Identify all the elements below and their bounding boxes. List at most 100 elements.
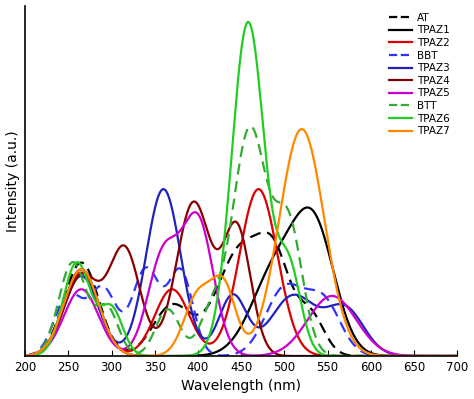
AT — [22, 353, 28, 358]
BBT — [22, 353, 28, 358]
BBT — [400, 354, 405, 358]
BBT — [446, 354, 452, 358]
TPAZ7 — [446, 354, 452, 358]
TPAZ5 — [72, 292, 77, 297]
TPAZ7 — [97, 306, 103, 310]
BBT — [97, 284, 103, 288]
TPAZ1 — [207, 352, 212, 356]
TPAZ5 — [455, 354, 460, 358]
X-axis label: Wavelength (nm): Wavelength (nm) — [181, 379, 301, 393]
TPAZ2 — [22, 353, 28, 358]
TPAZ5 — [400, 353, 405, 358]
BBT — [188, 295, 194, 300]
TPAZ2 — [455, 354, 460, 358]
TPAZ1 — [455, 354, 460, 358]
Line: TPAZ3: TPAZ3 — [25, 189, 457, 356]
TPAZ7 — [207, 278, 212, 283]
TPAZ3 — [161, 187, 166, 192]
TPAZ7 — [299, 126, 304, 131]
AT — [188, 311, 194, 316]
TPAZ6 — [400, 354, 405, 358]
AT — [97, 302, 103, 306]
Line: TPAZ2: TPAZ2 — [25, 189, 457, 356]
TPAZ1 — [188, 354, 194, 358]
TPAZ7 — [455, 354, 460, 358]
BTT — [72, 260, 77, 265]
TPAZ1 — [97, 306, 103, 310]
TPAZ5 — [207, 252, 212, 257]
Line: TPAZ5: TPAZ5 — [25, 212, 457, 356]
TPAZ5 — [97, 316, 103, 321]
BBT — [207, 349, 212, 354]
TPAZ4 — [207, 235, 212, 240]
TPAZ2 — [207, 341, 212, 346]
TPAZ4 — [97, 278, 103, 283]
TPAZ3 — [446, 354, 452, 358]
Legend: AT, TPAZ1, TPAZ2, BBT, TPAZ3, TPAZ4, TPAZ5, BTT, TPAZ6, TPAZ7: AT, TPAZ1, TPAZ2, BBT, TPAZ3, TPAZ4, TPA… — [387, 11, 452, 138]
BTT — [455, 354, 460, 358]
TPAZ4 — [455, 354, 460, 358]
Line: AT: AT — [25, 232, 457, 356]
AT — [207, 301, 212, 306]
AT — [400, 354, 405, 358]
BTT — [446, 354, 452, 358]
BTT — [248, 124, 254, 128]
TPAZ1 — [72, 273, 77, 278]
BTT — [97, 302, 103, 307]
TPAZ5 — [192, 210, 198, 215]
BTT — [22, 354, 28, 358]
BBT — [144, 265, 150, 270]
TPAZ2 — [97, 307, 103, 312]
TPAZ1 — [22, 353, 28, 358]
TPAZ2 — [188, 316, 194, 321]
TPAZ3 — [455, 354, 460, 358]
BTT — [207, 299, 212, 304]
TPAZ3 — [72, 280, 77, 284]
TPAZ5 — [188, 212, 194, 217]
TPAZ2 — [446, 354, 452, 358]
TPAZ1 — [400, 354, 405, 358]
Line: TPAZ6: TPAZ6 — [25, 22, 457, 356]
TPAZ6 — [446, 354, 452, 358]
TPAZ7 — [72, 273, 77, 278]
TPAZ7 — [400, 354, 405, 358]
TPAZ6 — [246, 20, 251, 24]
Line: TPAZ4: TPAZ4 — [25, 201, 457, 356]
AT — [72, 267, 77, 272]
Line: TPAZ1: TPAZ1 — [25, 207, 457, 356]
TPAZ7 — [188, 300, 194, 304]
TPAZ6 — [455, 354, 460, 358]
BBT — [455, 354, 460, 358]
TPAZ1 — [446, 354, 452, 358]
TPAZ5 — [446, 354, 452, 358]
TPAZ3 — [97, 309, 103, 314]
TPAZ4 — [446, 354, 452, 358]
BBT — [72, 291, 77, 296]
TPAZ6 — [207, 332, 212, 337]
Line: BTT: BTT — [25, 126, 457, 356]
TPAZ4 — [400, 354, 405, 358]
TPAZ2 — [72, 277, 77, 281]
TPAZ1 — [305, 205, 310, 210]
TPAZ6 — [97, 303, 103, 308]
TPAZ6 — [22, 354, 28, 358]
TPAZ3 — [207, 334, 212, 338]
Line: BBT: BBT — [25, 267, 457, 356]
TPAZ2 — [255, 187, 261, 192]
Y-axis label: Intensity (a.u.): Intensity (a.u.) — [6, 130, 19, 231]
AT — [446, 354, 452, 358]
BTT — [400, 354, 405, 358]
Line: TPAZ7: TPAZ7 — [25, 129, 457, 356]
TPAZ2 — [400, 354, 405, 358]
TPAZ3 — [400, 353, 405, 358]
TPAZ3 — [22, 353, 28, 358]
TPAZ4 — [22, 353, 28, 358]
AT — [455, 354, 460, 358]
TPAZ3 — [188, 306, 194, 311]
TPAZ6 — [188, 353, 194, 358]
TPAZ7 — [22, 353, 28, 358]
TPAZ4 — [191, 199, 197, 204]
TPAZ4 — [72, 279, 77, 284]
BTT — [188, 335, 194, 340]
TPAZ6 — [72, 262, 77, 267]
